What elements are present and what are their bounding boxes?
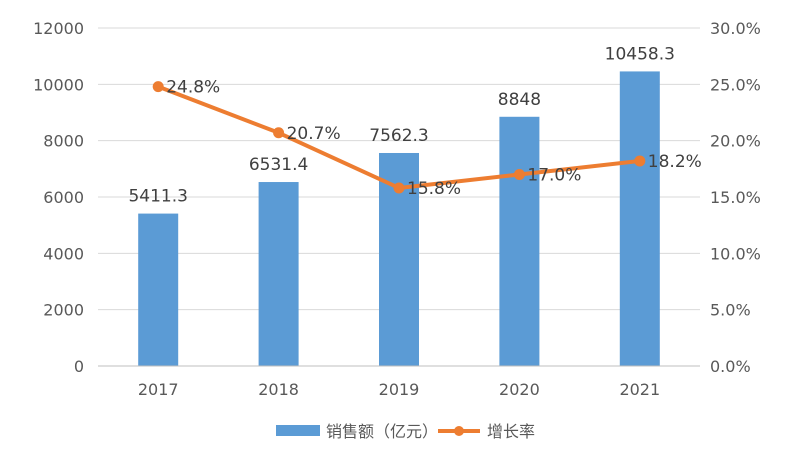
line-data-labels: 24.8% 20.7% 15.8% 17.0% 18.2% xyxy=(166,78,702,199)
legend-bar-label: 销售额（亿元） xyxy=(326,422,438,441)
bar-data-labels: 5411.3 6531.4 7562.3 8848 10458.3 xyxy=(128,44,674,206)
line-value-label: 20.7% xyxy=(287,124,341,144)
line-point xyxy=(634,155,646,167)
left-tick-label: 10000 xyxy=(33,75,84,94)
legend: 销售额（亿元） 增长率 xyxy=(276,422,535,441)
right-tick-label: 30.0% xyxy=(710,19,761,38)
line-value-label: 17.0% xyxy=(527,165,581,185)
x-tick-label: 2020 xyxy=(499,380,540,399)
bar xyxy=(258,182,299,366)
x-tick-label: 2017 xyxy=(138,380,179,399)
right-tick-label: 15.0% xyxy=(710,188,761,207)
x-tick-label: 2019 xyxy=(379,380,420,399)
left-tick-label: 0 xyxy=(74,357,84,376)
bar xyxy=(499,116,540,366)
bar-value-label: 7562.3 xyxy=(369,126,428,146)
bar-value-label: 8848 xyxy=(498,90,541,110)
left-tick-label: 6000 xyxy=(43,188,84,207)
line-value-label: 15.8% xyxy=(407,179,461,199)
right-tick-label: 0.0% xyxy=(710,357,751,376)
right-tick-label: 25.0% xyxy=(710,75,761,94)
right-tick-label: 20.0% xyxy=(710,132,761,151)
left-tick-label: 12000 xyxy=(33,19,84,38)
line-point xyxy=(273,127,285,139)
right-axis: 0.0% 5.0% 10.0% 15.0% 20.0% 25.0% 30.0% xyxy=(710,19,761,376)
line-point xyxy=(513,168,525,180)
bar-value-label: 5411.3 xyxy=(128,187,187,207)
left-tick-label: 2000 xyxy=(43,301,84,320)
line-value-label: 18.2% xyxy=(648,152,702,172)
left-axis: 0 2000 4000 6000 8000 10000 12000 xyxy=(33,19,84,376)
legend-line-label: 增长率 xyxy=(487,422,535,441)
x-tick-label: 2018 xyxy=(258,380,299,399)
bar xyxy=(138,213,179,366)
legend-bar-swatch xyxy=(276,425,320,436)
left-tick-label: 4000 xyxy=(43,244,84,263)
left-tick-label: 8000 xyxy=(43,132,84,151)
line-value-label: 24.8% xyxy=(166,78,220,98)
line-series xyxy=(152,81,646,194)
bar xyxy=(619,71,660,366)
right-tick-label: 5.0% xyxy=(710,301,751,320)
bar-value-label: 6531.4 xyxy=(249,155,308,175)
bar-value-label: 10458.3 xyxy=(605,44,675,64)
right-tick-label: 10.0% xyxy=(710,244,761,263)
x-axis: 2017 2018 2019 2020 2021 xyxy=(98,365,700,399)
line-point xyxy=(152,81,164,93)
line-point xyxy=(393,182,405,194)
x-tick-label: 2021 xyxy=(619,380,660,399)
bar-series xyxy=(138,71,660,366)
legend-line-marker xyxy=(454,426,464,436)
